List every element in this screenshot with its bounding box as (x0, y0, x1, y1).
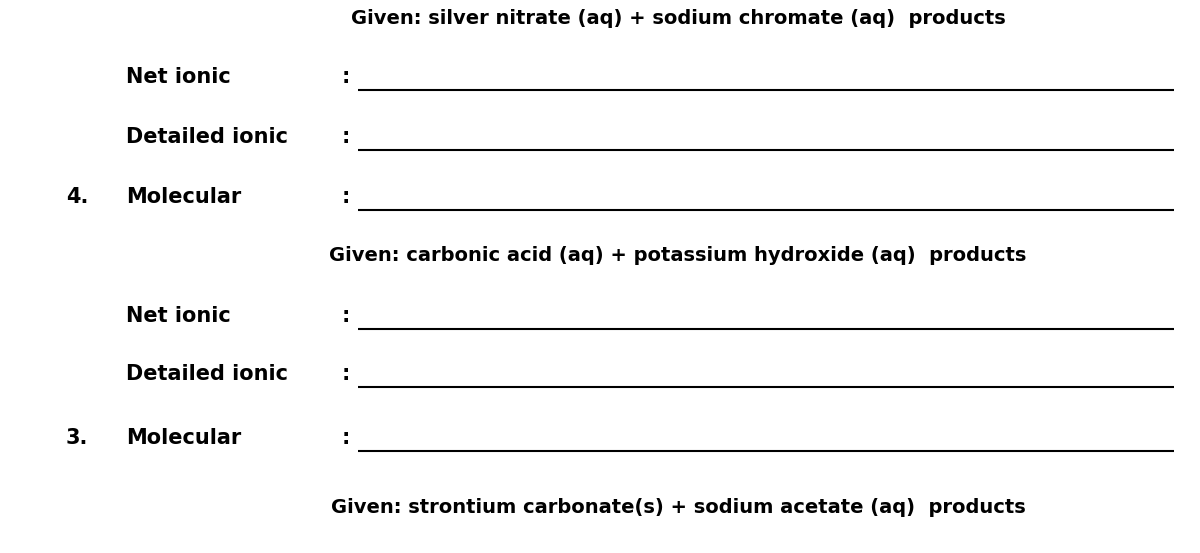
Text: Net ionic: Net ionic (126, 306, 230, 326)
Text: :: : (342, 67, 350, 87)
Text: Net ionic: Net ionic (126, 67, 230, 87)
Text: Given: silver nitrate (aq) + sodium chromate (aq)  products: Given: silver nitrate (aq) + sodium chro… (350, 9, 1006, 28)
Text: Molecular: Molecular (126, 428, 241, 448)
Text: Given: strontium carbonate(s) + sodium acetate (aq)  products: Given: strontium carbonate(s) + sodium a… (331, 498, 1025, 517)
Text: Given: carbonic acid (aq) + potassium hydroxide (aq)  products: Given: carbonic acid (aq) + potassium hy… (329, 247, 1027, 265)
Text: Molecular: Molecular (126, 187, 241, 207)
Text: :: : (342, 187, 350, 207)
Text: 4.: 4. (66, 187, 89, 207)
Text: Detailed ionic: Detailed ionic (126, 127, 288, 147)
Text: :: : (342, 364, 350, 384)
Text: Detailed ionic: Detailed ionic (126, 364, 288, 384)
Text: :: : (342, 306, 350, 326)
Text: :: : (342, 428, 350, 448)
Text: 3.: 3. (66, 428, 89, 448)
Text: :: : (342, 127, 350, 147)
